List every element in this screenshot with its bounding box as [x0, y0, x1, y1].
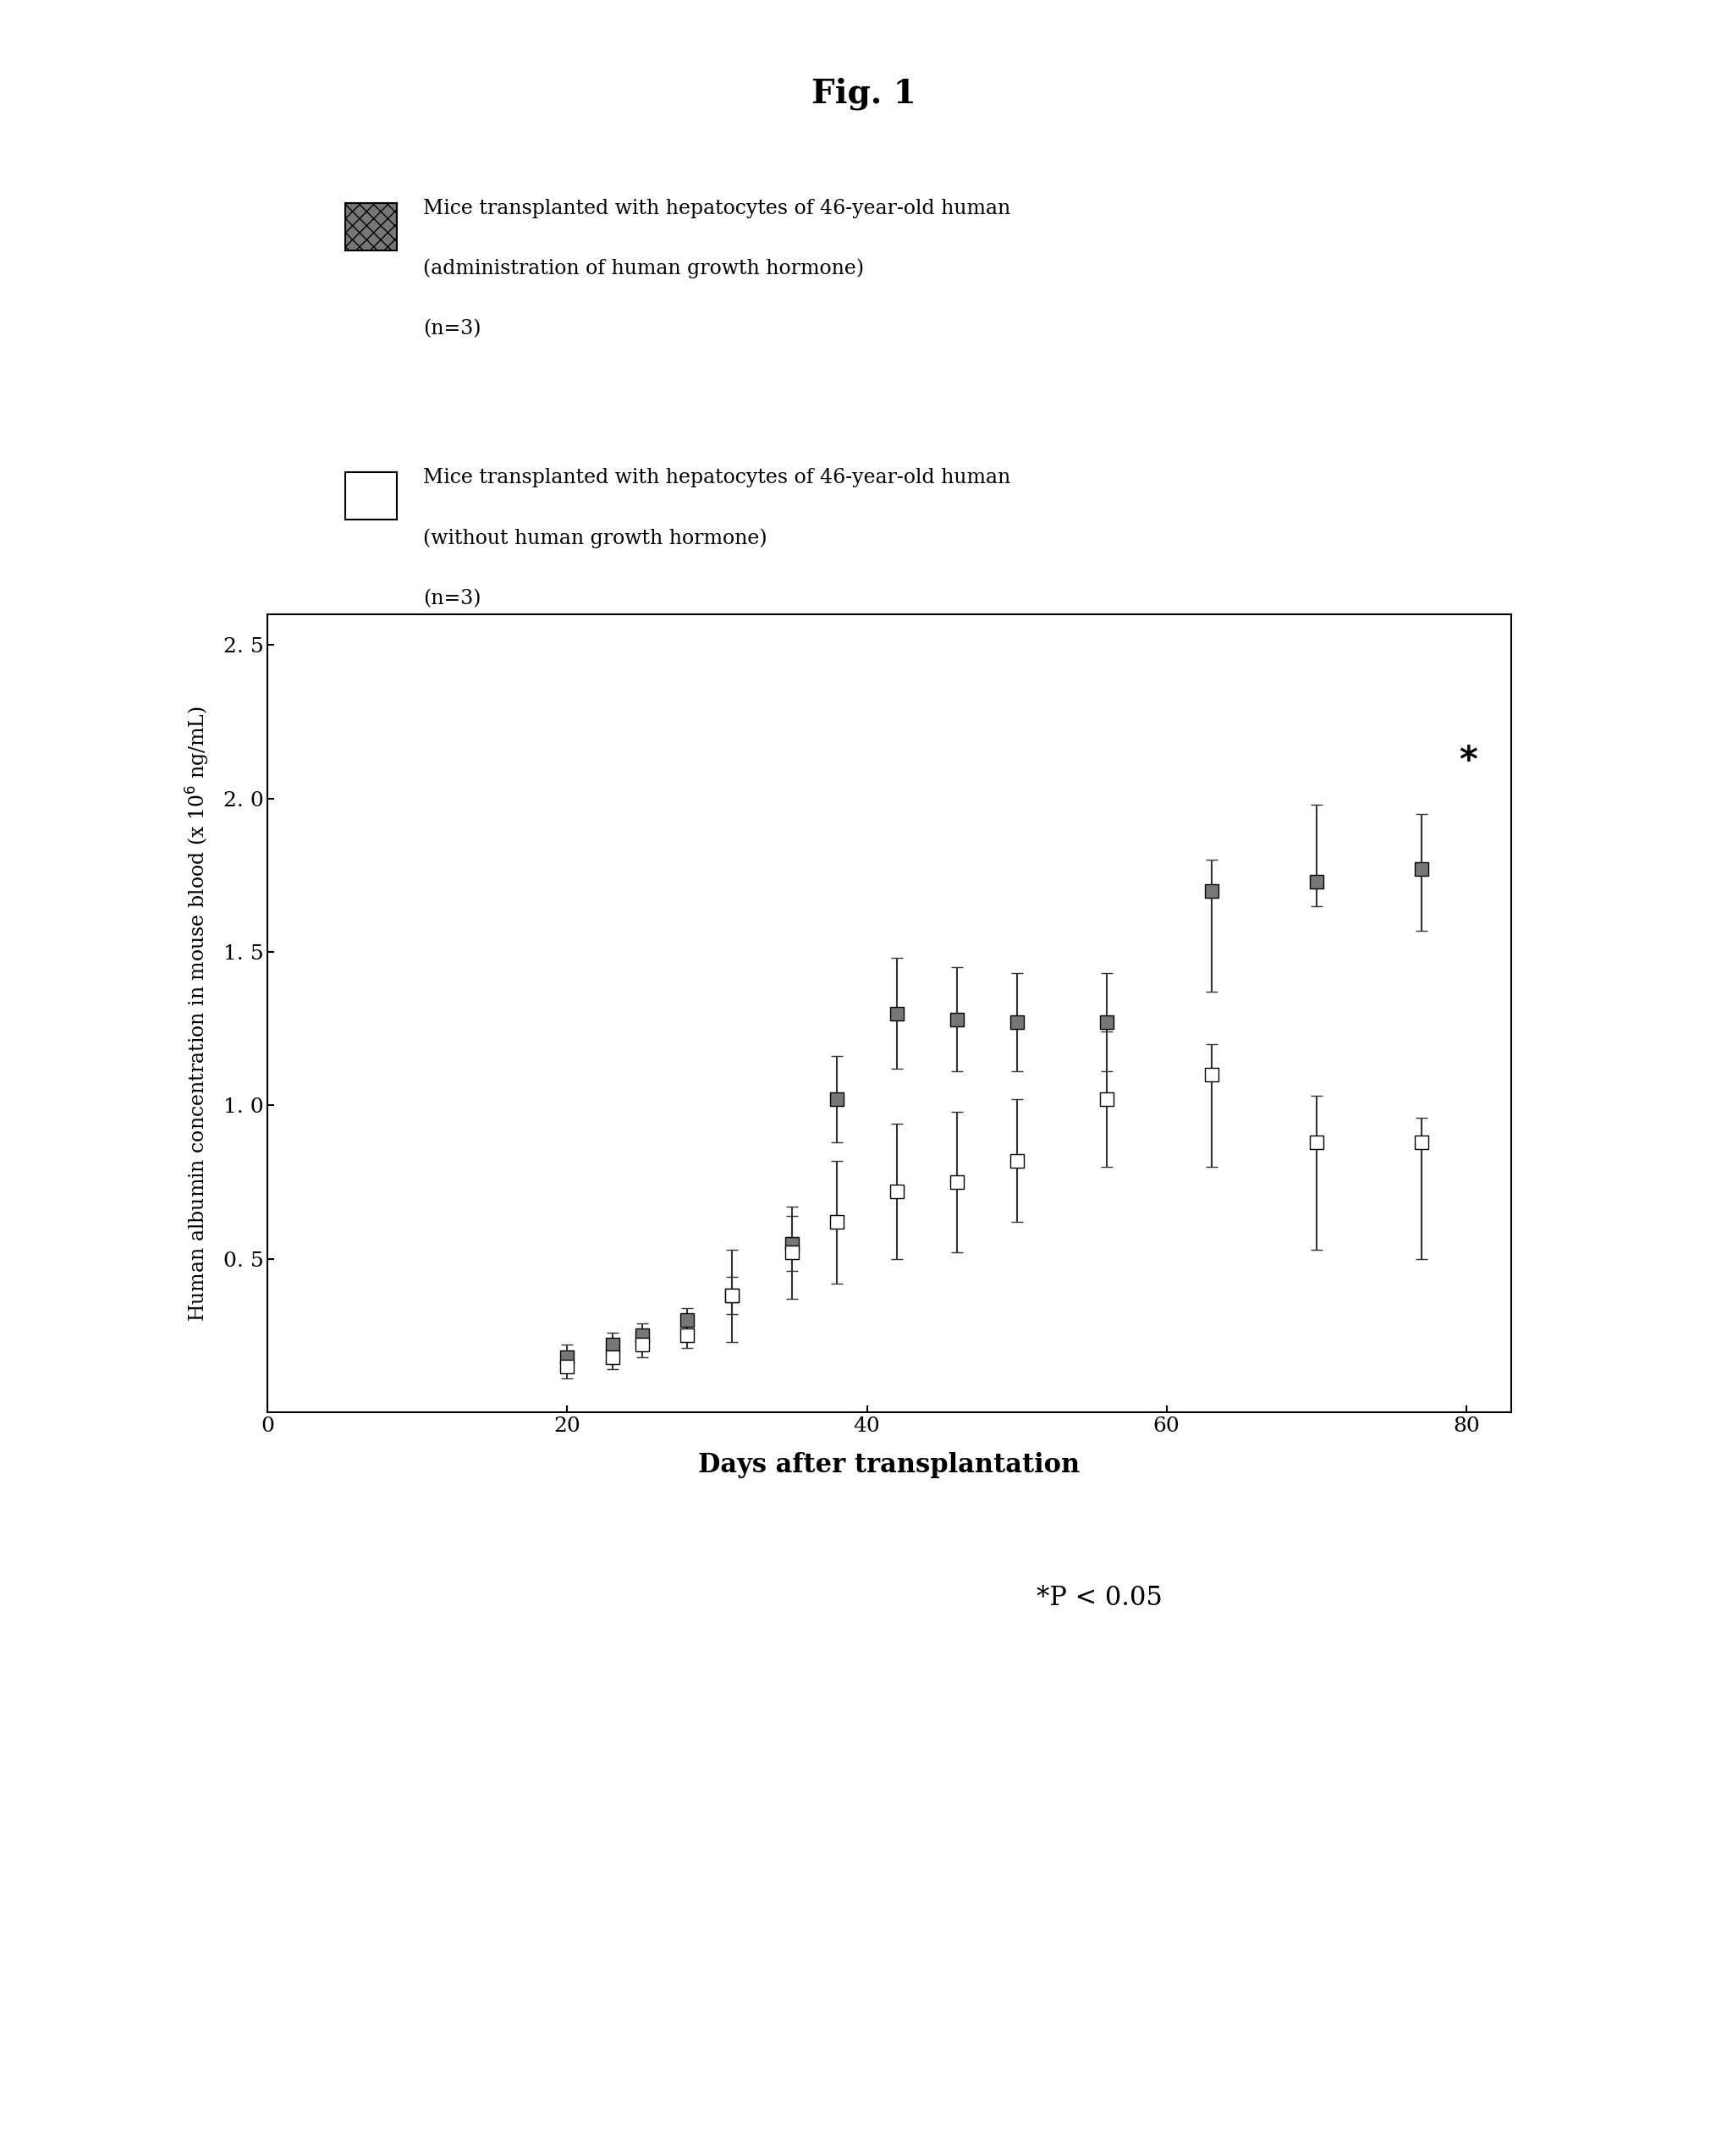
Text: (without human growth hormone): (without human growth hormone)	[423, 528, 767, 548]
Text: Mice transplanted with hepatocytes of 46-year-old human: Mice transplanted with hepatocytes of 46…	[423, 468, 1010, 487]
Y-axis label: Human albumin concentration in mouse blood (x 10$^6$ ng/mL): Human albumin concentration in mouse blo…	[185, 705, 211, 1322]
Text: Fig. 1: Fig. 1	[812, 78, 915, 110]
Text: (administration of human growth hormone): (administration of human growth hormone)	[423, 259, 864, 278]
X-axis label: Days after transplantation: Days after transplantation	[698, 1453, 1081, 1479]
Text: *: *	[1459, 744, 1477, 780]
Text: Mice transplanted with hepatocytes of 46-year-old human: Mice transplanted with hepatocytes of 46…	[423, 198, 1010, 218]
Text: (n=3): (n=3)	[423, 319, 482, 338]
Text: (n=3): (n=3)	[423, 589, 482, 608]
Text: *P < 0.05: *P < 0.05	[1036, 1585, 1162, 1611]
